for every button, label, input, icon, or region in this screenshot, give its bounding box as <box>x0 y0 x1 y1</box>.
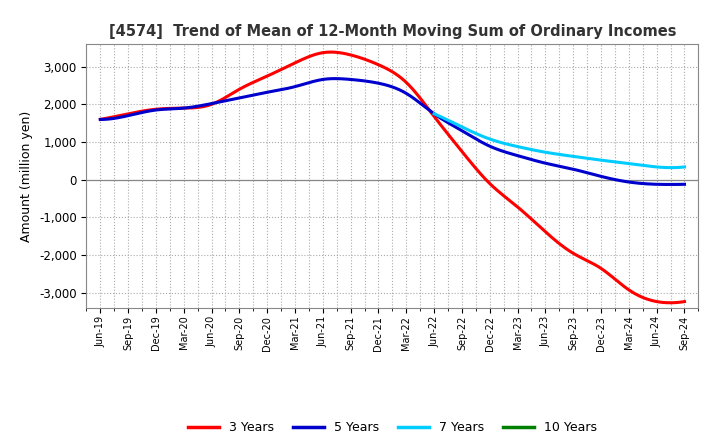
Y-axis label: Amount (million yen): Amount (million yen) <box>20 110 33 242</box>
Title: [4574]  Trend of Mean of 12-Month Moving Sum of Ordinary Incomes: [4574] Trend of Mean of 12-Month Moving … <box>109 24 676 39</box>
Legend: 3 Years, 5 Years, 7 Years, 10 Years: 3 Years, 5 Years, 7 Years, 10 Years <box>183 416 602 439</box>
